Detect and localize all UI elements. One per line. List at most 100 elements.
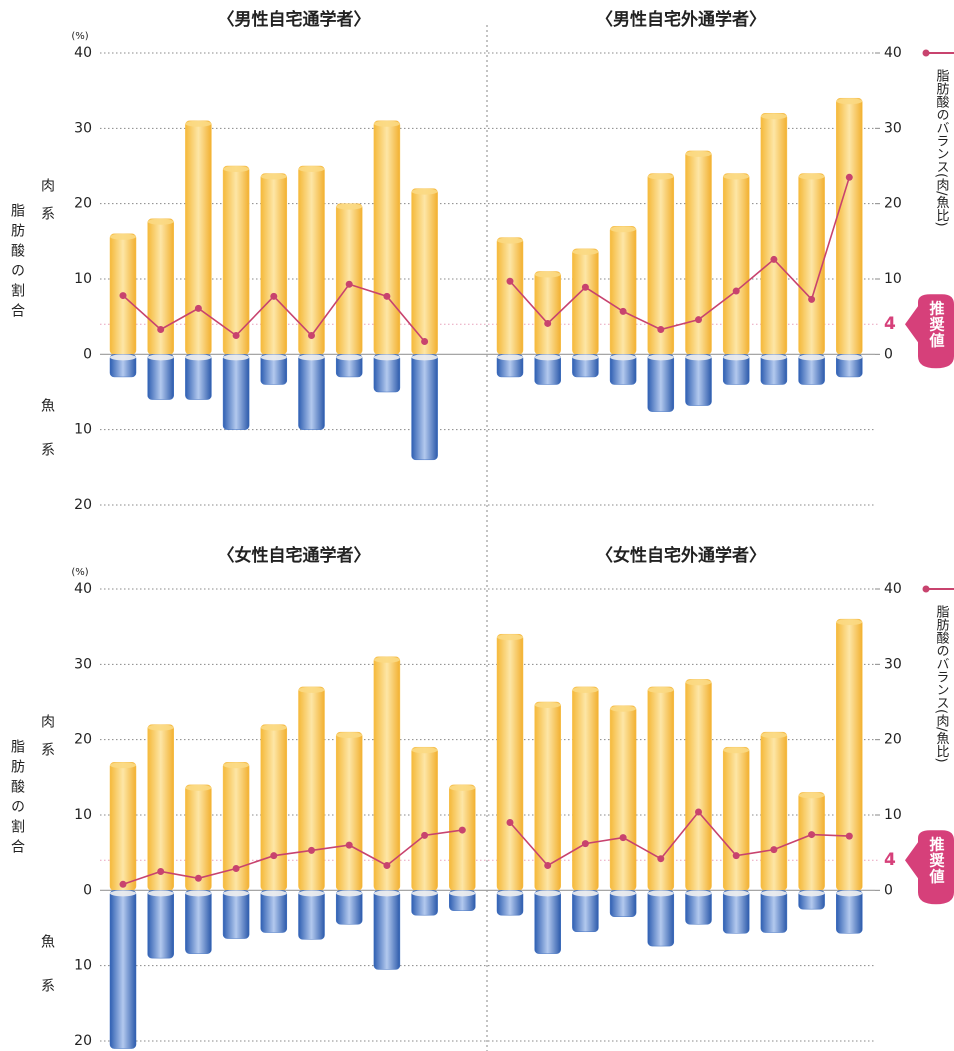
bar-cap bbox=[411, 747, 438, 754]
balance-point bbox=[581, 840, 589, 848]
balance-point bbox=[194, 874, 202, 882]
bar-cap bbox=[185, 890, 212, 897]
meat-bar bbox=[496, 237, 524, 355]
bar-cap bbox=[147, 354, 174, 361]
bar-cap bbox=[298, 686, 325, 693]
bar-cap bbox=[836, 890, 863, 897]
fish-bar bbox=[298, 354, 325, 430]
y-tick-label: 30 bbox=[74, 656, 92, 672]
bar-cap bbox=[836, 98, 863, 105]
bar-cap bbox=[497, 890, 523, 897]
meat-bar bbox=[609, 705, 637, 891]
balance-line bbox=[509, 810, 850, 867]
fish-bar bbox=[534, 890, 561, 954]
fish-bar bbox=[373, 890, 401, 970]
balance-point bbox=[458, 826, 466, 834]
balance-point bbox=[270, 852, 278, 860]
bar-cap bbox=[110, 354, 136, 361]
bar-cap bbox=[147, 724, 174, 731]
bar-cap bbox=[610, 705, 637, 712]
recommended-label: 推奨値 bbox=[928, 835, 946, 884]
fish-bar bbox=[760, 890, 788, 933]
meat-bar bbox=[836, 618, 863, 891]
bar-cap bbox=[497, 237, 523, 244]
bar-cap bbox=[798, 173, 825, 180]
bar-cap bbox=[572, 248, 599, 255]
fish-bar bbox=[411, 354, 438, 461]
fish-bar bbox=[185, 354, 212, 400]
bar-cap bbox=[798, 792, 825, 799]
balance-point bbox=[695, 316, 702, 324]
bar-cap bbox=[723, 173, 750, 180]
meat-bar bbox=[609, 226, 637, 355]
balance-point bbox=[619, 307, 627, 315]
y2-tick-label: 20 bbox=[884, 732, 902, 748]
y2-tick-label: 10 bbox=[884, 807, 902, 823]
meat-bar bbox=[147, 724, 174, 891]
bar-cap bbox=[411, 890, 438, 897]
balance-point bbox=[383, 861, 391, 869]
balance-point bbox=[770, 846, 778, 854]
balance-point bbox=[845, 173, 853, 181]
balance-point bbox=[383, 292, 391, 300]
bar-cap bbox=[798, 354, 825, 361]
fish-bar bbox=[109, 890, 137, 1049]
balance-point bbox=[345, 280, 353, 288]
y-tick-label: 20 bbox=[74, 732, 92, 748]
bar-cap bbox=[260, 354, 287, 361]
bar-cap bbox=[185, 354, 212, 361]
bar-cap bbox=[298, 354, 325, 361]
balance-point bbox=[506, 277, 514, 285]
y-label: 脂肪酸の割合 bbox=[9, 739, 25, 859]
bar-cap bbox=[336, 890, 363, 897]
meat-bar bbox=[335, 731, 363, 891]
y-tick-label: 20 bbox=[74, 497, 92, 513]
legend-marker bbox=[922, 49, 930, 57]
fish-bar bbox=[298, 890, 325, 940]
legend-label: 脂肪酸のバランス(肉/魚比) bbox=[934, 605, 950, 763]
meat-label: 肉系 bbox=[39, 714, 55, 770]
bar-cap bbox=[572, 890, 599, 897]
balance-point bbox=[845, 832, 853, 840]
bar-cap bbox=[685, 679, 712, 686]
meat-bar bbox=[147, 218, 174, 355]
y-tick-label: 20 bbox=[74, 196, 92, 212]
fish-bar bbox=[647, 354, 675, 412]
bar-cap bbox=[336, 354, 363, 361]
meat-bar bbox=[496, 633, 524, 891]
recommended-tick-label: 4 bbox=[884, 850, 896, 870]
bar-cap bbox=[185, 120, 212, 127]
bar-cap bbox=[760, 732, 787, 739]
bar-cap bbox=[610, 354, 637, 361]
balance-line bbox=[122, 829, 463, 886]
recommended-tick-label: 4 bbox=[884, 314, 896, 334]
balance-point bbox=[808, 831, 816, 839]
y2-tick-label: 30 bbox=[884, 656, 902, 672]
fish-bar bbox=[147, 890, 174, 959]
legend-marker bbox=[922, 585, 930, 593]
meat-bar bbox=[685, 150, 712, 355]
meat-bar bbox=[260, 173, 288, 355]
bar-cap bbox=[760, 890, 787, 897]
y-tick-label: 40 bbox=[74, 581, 92, 597]
meat-bar bbox=[260, 724, 288, 891]
bar-cap bbox=[373, 120, 400, 127]
fish-label: 魚系 bbox=[39, 398, 55, 486]
bar-cap bbox=[647, 354, 674, 361]
panel-title: 〈女性自宅外通学者〉 bbox=[596, 545, 766, 566]
bar-cap bbox=[685, 150, 712, 157]
recommended-label: 推奨値 bbox=[928, 299, 946, 348]
bar-cap bbox=[647, 173, 674, 180]
balance-point bbox=[657, 325, 665, 333]
meat-bar bbox=[798, 173, 825, 355]
meat-bar bbox=[411, 746, 438, 891]
bar-cap bbox=[147, 890, 174, 897]
y2-tick-label: 0 bbox=[884, 346, 893, 362]
bar-cap bbox=[260, 890, 287, 897]
y-unit: (%) bbox=[71, 31, 88, 42]
balance-point bbox=[732, 287, 740, 295]
bar-cap bbox=[723, 354, 750, 361]
balance-point bbox=[770, 255, 778, 263]
bar-cap bbox=[336, 203, 363, 210]
